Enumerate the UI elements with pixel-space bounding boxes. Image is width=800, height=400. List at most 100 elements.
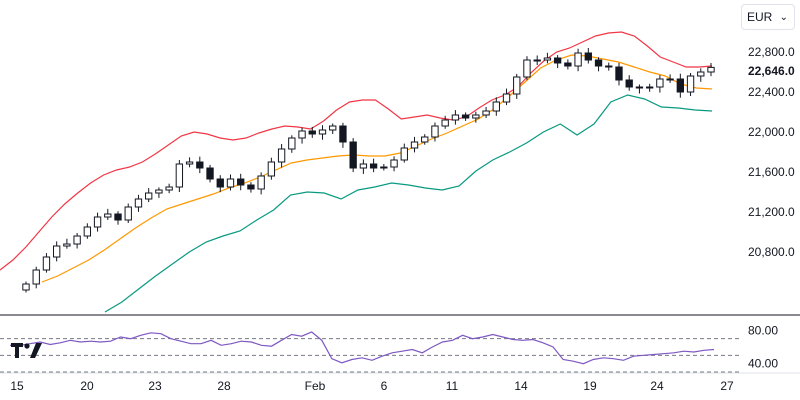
time-tick-label: 23: [148, 379, 162, 393]
price-axis: 22,800.0 22,400.0 22,000.0 21,600.0 21,200.0…: [748, 45, 795, 259]
candle: [594, 57, 603, 72]
candle: [226, 174, 235, 191]
time-tick-label: 19: [583, 379, 597, 393]
candle: [318, 125, 327, 140]
candle: [63, 238, 71, 249]
candle: [574, 48, 582, 72]
middle-band-line: [41, 54, 713, 283]
candle: [686, 73, 695, 96]
upper-band-line: [0, 31, 713, 271]
candle: [421, 134, 429, 145]
candle: [564, 59, 572, 70]
currency-select[interactable]: EUR ⌄: [741, 4, 795, 30]
candle: [277, 144, 286, 168]
candle: [206, 164, 214, 183]
candle: [441, 115, 449, 129]
candle: [615, 62, 623, 86]
candle: [53, 241, 61, 262]
candle: [390, 156, 398, 172]
price-tick-label: 22,400.0: [748, 85, 795, 99]
candle: [410, 136, 419, 153]
time-tick-label: Feb: [305, 379, 326, 393]
candle: [676, 73, 684, 98]
candle: [666, 74, 674, 83]
rsi-tick-label: 40.00: [748, 357, 778, 371]
candle: [697, 68, 705, 82]
tradingview-logo-icon[interactable]: [10, 340, 44, 365]
price-grid: [0, 314, 800, 374]
candle: [165, 183, 173, 194]
candle: [329, 123, 337, 134]
candle: [359, 159, 368, 174]
candle: [502, 88, 511, 106]
time-tick-label: 14: [514, 379, 528, 393]
candle: [298, 127, 306, 144]
lower-band-line: [104, 94, 713, 313]
candle: [175, 160, 184, 192]
candle: [656, 75, 664, 93]
candle: [93, 212, 102, 232]
price-tick-label: 22,000.0: [748, 125, 795, 139]
time-tick-label: 6: [381, 379, 388, 393]
candle: [451, 110, 460, 125]
candle: [267, 157, 276, 180]
bollinger-bands: [0, 31, 713, 313]
price-tick-label: 22,800.0: [748, 45, 795, 59]
rsi-line: [10, 331, 715, 365]
chevron-down-icon: ⌄: [779, 11, 788, 23]
candle: [185, 157, 194, 168]
price-tick-label: 21,200.0: [748, 205, 795, 219]
candle: [104, 208, 112, 220]
candle: [553, 55, 562, 69]
candle: [645, 83, 654, 92]
candle: [237, 173, 245, 191]
candle: [308, 126, 316, 138]
candle: [196, 156, 204, 174]
candle: [369, 158, 378, 173]
candle: [482, 107, 490, 118]
time-axis: 15 20 23 28 Feb 6 11 14 19 24 27: [10, 379, 734, 393]
candle: [83, 223, 92, 239]
candle: [288, 135, 296, 153]
candle: [584, 48, 592, 64]
candle: [247, 182, 255, 193]
candle: [42, 253, 51, 273]
time-tick-label: 11: [446, 379, 459, 393]
candle: [472, 111, 480, 123]
candle: [73, 233, 81, 249]
price-tick-label: 20,800.0: [748, 245, 795, 259]
rsi-tick-label: 80.00: [748, 323, 778, 337]
candle: [707, 63, 715, 77]
candle: [533, 55, 541, 65]
currency-label: EUR: [747, 10, 773, 24]
candle: [605, 62, 613, 71]
candle: [22, 281, 30, 293]
time-tick-label: 24: [650, 379, 664, 393]
last-price-label: 22,646.0: [742, 62, 800, 80]
candle: [543, 52, 552, 64]
candle: [492, 97, 500, 116]
candle: [155, 187, 163, 198]
rsi-pane: 80.00 40.00: [0, 323, 778, 373]
time-tick-label: 28: [217, 379, 231, 393]
candle: [257, 172, 265, 195]
candle: [635, 84, 644, 94]
candle: [380, 164, 388, 171]
candle: [349, 138, 357, 173]
candle: [523, 56, 531, 81]
candlesticks: [22, 48, 715, 293]
candle: [431, 122, 439, 142]
candle: [339, 122, 347, 148]
candle: [145, 188, 153, 203]
candle: [216, 175, 224, 193]
candle: [134, 194, 143, 212]
time-tick-label: 15: [10, 379, 24, 393]
price-tick-label: 21,600.0: [748, 165, 795, 179]
candle: [461, 112, 470, 121]
time-tick-label: 27: [720, 379, 734, 393]
candle: [124, 203, 132, 223]
time-tick-label: 20: [80, 379, 94, 393]
candle: [114, 211, 122, 225]
candle: [400, 143, 408, 163]
